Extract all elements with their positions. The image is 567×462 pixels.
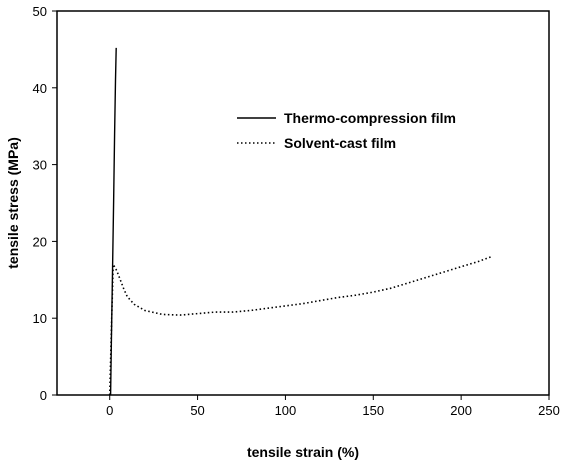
- x-tick-label: 100: [275, 403, 297, 418]
- x-axis-title: tensile strain (%): [247, 444, 359, 460]
- y-axis-title: tensile stress (MPa): [5, 137, 21, 269]
- x-tick-label: 250: [538, 403, 560, 418]
- y-tick-label: 0: [40, 388, 47, 403]
- y-tick-label: 30: [33, 158, 47, 173]
- y-tick-label: 40: [33, 81, 47, 96]
- x-tick-label: 0: [106, 403, 113, 418]
- y-axis-ticks: 0 10 20 30 40 50: [33, 4, 57, 403]
- legend-label: Solvent-cast film: [284, 135, 396, 151]
- x-axis-ticks: 0 50 100 150 200 250: [106, 395, 560, 418]
- x-tick-label: 150: [362, 403, 384, 418]
- y-tick-label: 50: [33, 4, 47, 19]
- x-tick-label: 200: [450, 403, 472, 418]
- y-tick-label: 20: [33, 234, 47, 249]
- x-tick-label: 50: [190, 403, 204, 418]
- y-tick-label: 10: [33, 311, 47, 326]
- series-line-solvent-cast: [108, 256, 492, 396]
- legend: Thermo-compression film Solvent-cast film: [237, 110, 456, 151]
- plot-frame: [56, 10, 550, 396]
- legend-label: Thermo-compression film: [284, 110, 456, 126]
- series-layer: [108, 47, 492, 396]
